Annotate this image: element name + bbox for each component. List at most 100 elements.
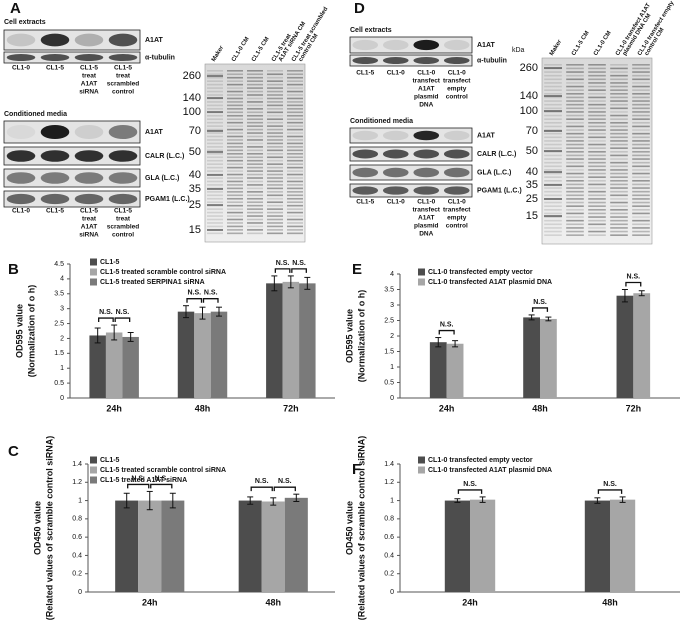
- gel-band: [566, 216, 584, 218]
- row-label: A1AT: [477, 132, 495, 139]
- gel-band: [247, 135, 263, 138]
- y-tick-label: 3: [390, 302, 394, 309]
- gel-band: [544, 194, 562, 197]
- lane-label: CL1-0: [417, 70, 435, 77]
- gel-band: [544, 140, 562, 142]
- gel-band: [207, 139, 223, 141]
- gel-band: [544, 219, 562, 222]
- gel-band: [287, 146, 303, 148]
- y-tick-label: 1: [60, 365, 64, 372]
- gel-band: [632, 103, 650, 106]
- bracket: [274, 268, 291, 273]
- y-tick-label: 0: [78, 589, 82, 596]
- y-tick-label: 0: [390, 589, 394, 596]
- gel-band: [267, 201, 283, 204]
- gel-band: [227, 187, 243, 190]
- gel-band: [544, 129, 562, 131]
- gel-band: [632, 122, 650, 124]
- gel-band: [588, 158, 606, 160]
- gel-band: [610, 67, 628, 70]
- gel-band: [566, 122, 584, 124]
- gel-band: [610, 140, 628, 142]
- lane-label: CL1-0: [417, 199, 435, 206]
- blot-band: [40, 193, 70, 205]
- lane-label: plasmid: [414, 223, 439, 230]
- gel-band: [207, 194, 223, 197]
- gel-band: [632, 227, 650, 229]
- error-bar: [247, 496, 254, 505]
- gel-band: [267, 197, 283, 200]
- gel-band: [544, 93, 562, 95]
- gel-band: [566, 103, 584, 106]
- gel-band: [566, 176, 584, 178]
- section-title: Cell extracts: [4, 19, 46, 26]
- gel-band: [588, 132, 606, 135]
- error-bar: [435, 337, 442, 348]
- blot-band: [413, 167, 440, 178]
- blot-band: [74, 172, 104, 184]
- gel-band: [632, 107, 650, 110]
- x-tick-label: 24h: [439, 403, 455, 413]
- gel-band: [287, 225, 303, 228]
- gel-band: [588, 140, 606, 142]
- blot-band: [40, 33, 70, 47]
- error-bar: [215, 306, 222, 317]
- gel-band: [227, 142, 243, 145]
- y-axis-label: (Related values of scramble control siRN…: [356, 436, 366, 621]
- blot-band: [382, 167, 409, 178]
- gel-band: [588, 67, 606, 70]
- blot-band: [6, 124, 36, 140]
- lane-label: A1AT: [81, 224, 98, 231]
- gel-band: [227, 170, 243, 172]
- gel-band: [610, 132, 628, 135]
- blot-band: [443, 39, 470, 51]
- gel-band: [632, 93, 650, 95]
- gel-band: [544, 132, 562, 135]
- gel-band: [287, 208, 303, 210]
- gel-band: [632, 205, 650, 207]
- gel-band: [588, 165, 606, 168]
- gel-band: [588, 209, 606, 211]
- bracket: [531, 307, 549, 312]
- error-bar: [111, 324, 118, 341]
- gel-band: [588, 122, 606, 124]
- gel-band: [544, 172, 562, 175]
- gel-band: [632, 147, 650, 149]
- y-tick-label: 4: [390, 271, 394, 278]
- lane-label: CL1-5: [80, 208, 98, 215]
- mw-label: 35: [189, 183, 201, 195]
- gel-band: [287, 191, 303, 193]
- gel-band: [227, 70, 243, 72]
- gel-band: [610, 82, 628, 84]
- gel-band: [267, 139, 283, 141]
- y-tick-label: 2.5: [384, 317, 394, 324]
- gel-band: [207, 208, 223, 210]
- gel-band: [566, 67, 584, 70]
- gel-band: [267, 163, 283, 165]
- gel-band: [267, 114, 283, 117]
- gel-band: [267, 94, 283, 96]
- gel-band: [610, 89, 628, 91]
- gel-band: [287, 211, 303, 214]
- mw-label: 140: [520, 90, 538, 102]
- gel-band: [227, 132, 243, 134]
- gel-band: [632, 82, 650, 84]
- gel-band: [610, 118, 628, 120]
- gel-band: [287, 180, 303, 183]
- gel-band: [632, 230, 650, 233]
- error-bar: [594, 497, 601, 504]
- bracket: [202, 298, 219, 303]
- legend-label: CL1-5 treated A1AT siRNA: [100, 477, 187, 484]
- row-label: GLA (L.C.): [477, 169, 511, 176]
- gel-band: [207, 114, 223, 117]
- gel-band: [588, 172, 606, 175]
- gel-band: [247, 101, 263, 103]
- gel-band: [566, 165, 584, 168]
- blot-row: [349, 54, 473, 67]
- gel-band: [247, 132, 263, 134]
- section-title: Conditioned media: [4, 111, 67, 118]
- gel-band: [544, 180, 562, 182]
- gel-band: [287, 204, 303, 207]
- gel-band: [588, 205, 606, 207]
- error-bar: [183, 305, 190, 319]
